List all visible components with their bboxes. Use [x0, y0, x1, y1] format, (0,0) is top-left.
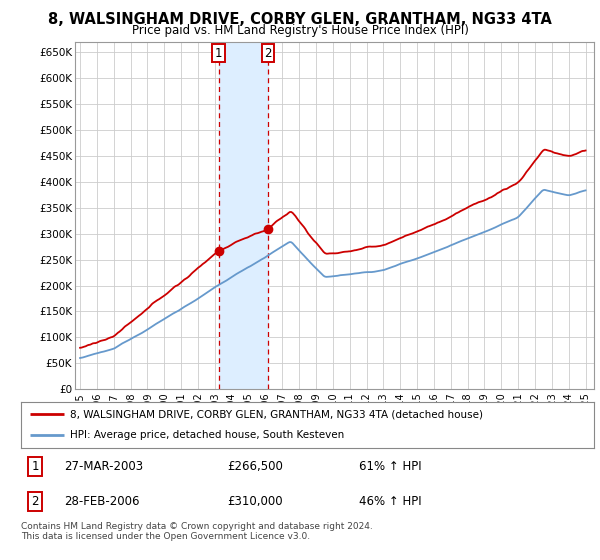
Text: 8, WALSINGHAM DRIVE, CORBY GLEN, GRANTHAM, NG33 4TA (detached house): 8, WALSINGHAM DRIVE, CORBY GLEN, GRANTHA… [70, 409, 483, 419]
Text: 8, WALSINGHAM DRIVE, CORBY GLEN, GRANTHAM, NG33 4TA: 8, WALSINGHAM DRIVE, CORBY GLEN, GRANTHA… [48, 12, 552, 27]
Text: 1: 1 [32, 460, 39, 473]
Text: 2: 2 [32, 495, 39, 508]
Text: £266,500: £266,500 [227, 460, 283, 473]
Text: HPI: Average price, detached house, South Kesteven: HPI: Average price, detached house, Sout… [70, 431, 344, 441]
Text: 61% ↑ HPI: 61% ↑ HPI [359, 460, 422, 473]
Text: Contains HM Land Registry data © Crown copyright and database right 2024.
This d: Contains HM Land Registry data © Crown c… [21, 522, 373, 542]
Text: Price paid vs. HM Land Registry's House Price Index (HPI): Price paid vs. HM Land Registry's House … [131, 24, 469, 37]
Text: £310,000: £310,000 [227, 495, 283, 508]
Bar [219, 42, 268, 389]
Text: 46% ↑ HPI: 46% ↑ HPI [359, 495, 422, 508]
Text: 2: 2 [265, 47, 272, 60]
Text: 1: 1 [215, 47, 223, 60]
Text: 27-MAR-2003: 27-MAR-2003 [64, 460, 143, 473]
Text: 28-FEB-2006: 28-FEB-2006 [64, 495, 139, 508]
